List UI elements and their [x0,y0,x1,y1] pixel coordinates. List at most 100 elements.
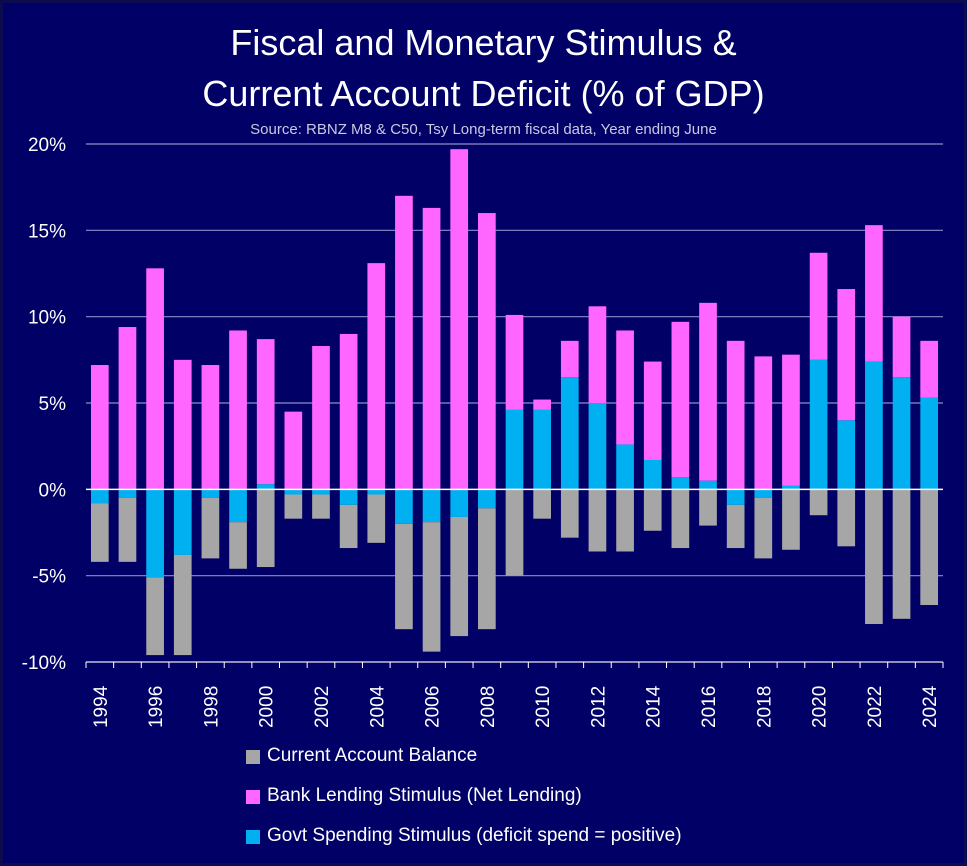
bar-bank-lending-2010 [533,399,551,410]
legend-swatch-govt-spending [246,830,260,844]
bar-current-account-1996 [146,577,164,656]
bar-current-account-2023 [892,489,911,619]
bar-bank-lending-2021 [837,289,856,421]
x-tick-label: 2008 [478,686,499,728]
bar-current-account-2014 [643,489,662,531]
y-tick-label: 20% [28,135,66,156]
bar-govt-spending-2003 [339,489,358,505]
bar-govt-spending-2005 [395,489,413,524]
bar-current-account-1997 [173,554,192,656]
bar-govt-spending-2007 [450,489,469,517]
bar-govt-spending-2020 [809,359,828,490]
bar-govt-spending-2022 [865,361,883,490]
chart-subtitle: Source: RBNZ M8 & C50, Tsy Long-term fis… [250,121,717,138]
bar-bank-lending-2003 [339,333,358,490]
x-tick-label: 2006 [423,686,444,728]
bar-govt-spending-2017 [726,489,745,505]
bar-govt-spending-1998 [201,489,220,498]
bar-bank-lending-2016 [699,302,717,481]
bar-govt-spending-2018 [754,489,773,498]
x-tick-label: 2002 [312,686,333,728]
bar-bank-lending-2017 [726,340,745,490]
bar-govt-spending-2006 [422,489,441,523]
bar-bank-lending-1995 [118,327,137,490]
legend-swatch-current-account [246,750,260,764]
bar-govt-spending-2002 [312,489,330,495]
bar-govt-spending-1996 [146,489,164,578]
bar-bank-lending-2006 [422,207,441,490]
bar-bank-lending-2004 [367,263,386,490]
bar-current-account-2006 [422,522,441,652]
bar-current-account-2016 [699,489,717,526]
legend-label-current-account: Current Account Balance [267,745,478,766]
bar-bank-lending-2015 [671,321,690,478]
x-tick-label: 2024 [920,685,941,728]
bar-current-account-2015 [671,489,690,549]
bar-bank-lending-2002 [312,346,330,490]
bar-current-account-2024 [920,489,939,606]
bar-current-account-2000 [256,489,275,568]
y-tick-label: 15% [28,221,66,242]
bar-govt-spending-1999 [229,489,247,523]
x-tick-label: 1996 [146,686,167,728]
bar-bank-lending-1999 [229,330,247,490]
bar-bank-lending-2013 [616,330,634,445]
bar-bank-lending-2009 [505,314,524,410]
bar-bank-lending-1994 [90,365,109,490]
bar-govt-spending-2012 [588,403,607,490]
bar-govt-spending-1997 [173,489,192,555]
bar-current-account-2005 [395,523,413,630]
x-tick-label: 2022 [865,686,886,728]
bar-bank-lending-2018 [754,356,773,490]
x-tick-label: 1998 [201,686,222,728]
bar-current-account-2020 [809,489,828,516]
bar-current-account-2001 [284,494,303,519]
bar-bank-lending-2001 [284,411,303,490]
y-tick-label: -10% [22,653,66,674]
bar-current-account-2022 [865,489,883,625]
bar-current-account-2017 [726,504,745,549]
bar-bank-lending-2020 [809,252,828,360]
y-tick-label: 0% [39,480,67,501]
bar-current-account-1994 [90,503,109,562]
x-tick-label: 2020 [810,686,831,728]
bar-bank-lending-2024 [920,340,939,398]
bar-current-account-1995 [118,497,137,562]
legend-swatch-bank-lending [246,790,260,804]
bar-bank-lending-2012 [588,306,607,403]
bar-bank-lending-1996 [146,268,164,490]
bar-govt-spending-2011 [560,377,579,490]
bar-current-account-2011 [560,489,579,538]
bar-current-account-2019 [782,489,800,550]
bar-current-account-2013 [616,489,634,552]
bar-current-account-2021 [837,489,856,547]
y-tick-label: 5% [39,394,67,415]
bar-bank-lending-2011 [560,340,579,378]
y-tick-label: 10% [28,308,66,329]
y-tick-label: -5% [32,567,66,588]
bar-govt-spending-2009 [505,409,524,490]
bar-bank-lending-1998 [201,365,220,490]
bar-govt-spending-2016 [699,480,717,490]
bar-govt-spending-2010 [533,409,551,490]
x-tick-label: 1994 [91,685,112,728]
x-tick-label: 2016 [699,686,720,728]
x-tick-label: 2014 [644,685,665,728]
bar-govt-spending-1994 [90,489,109,504]
bar-govt-spending-2000 [256,484,275,490]
bar-current-account-2002 [312,494,330,519]
bar-govt-spending-2008 [478,489,496,509]
x-tick-label: 2018 [754,686,775,728]
bar-bank-lending-2008 [478,213,496,490]
bar-govt-spending-2001 [284,489,303,495]
bar-current-account-2012 [588,489,607,552]
bar-govt-spending-2021 [837,420,856,490]
x-tick-label: 2010 [533,686,554,728]
bar-govt-spending-2014 [643,459,662,490]
bar-bank-lending-2000 [256,339,275,485]
bar-govt-spending-2024 [920,397,939,490]
bar-current-account-2007 [450,516,469,637]
bar-bank-lending-2023 [892,316,911,378]
chart-title-line-1: Fiscal and Monetary Stimulus & [230,22,737,63]
chart-title-line-2: Current Account Deficit (% of GDP) [202,73,765,114]
